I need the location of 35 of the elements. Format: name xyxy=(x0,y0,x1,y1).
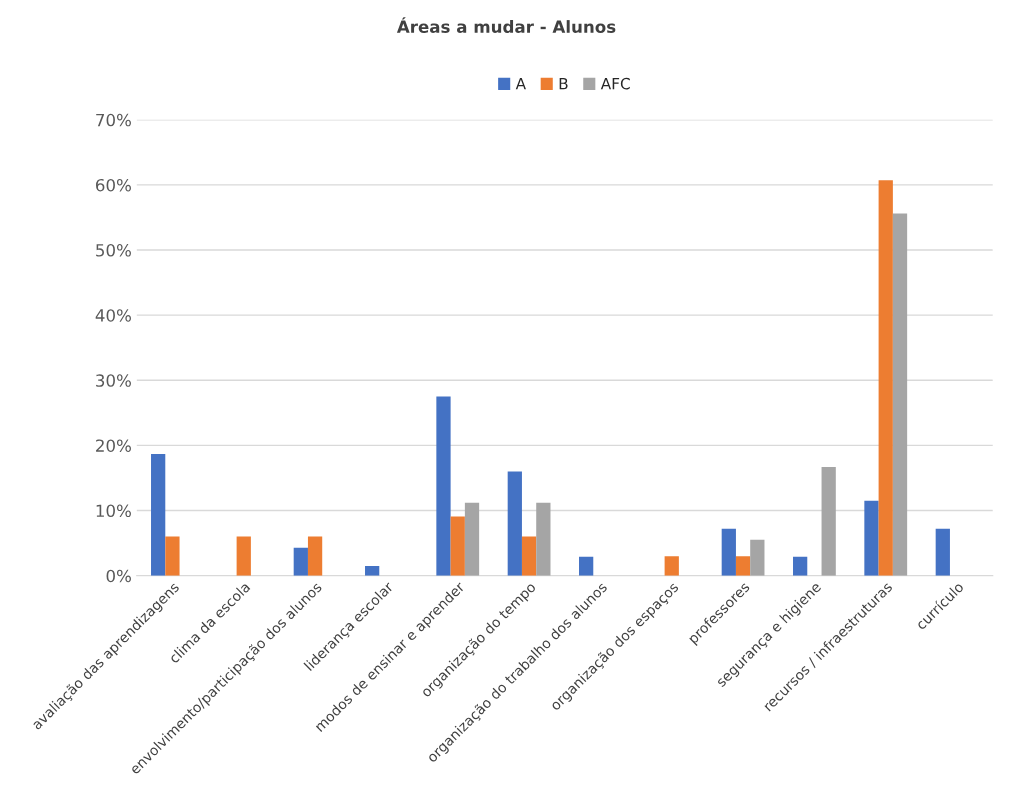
y-tick-label: 0% xyxy=(106,569,131,583)
bar xyxy=(507,471,522,576)
bar xyxy=(935,528,950,576)
y-tick-label: 20% xyxy=(96,439,131,452)
y-tick-label: 30% xyxy=(96,374,131,387)
bar xyxy=(878,180,893,576)
y-tick-label: 60% xyxy=(96,178,131,192)
y-tick-label: 50% xyxy=(96,244,131,257)
bar xyxy=(521,536,537,576)
bar xyxy=(664,556,679,576)
bar xyxy=(436,396,451,576)
legend-label: AFC xyxy=(600,77,630,90)
bar xyxy=(735,556,751,576)
bar xyxy=(892,213,908,576)
bar xyxy=(165,536,180,576)
bar xyxy=(579,556,594,576)
chart-title: Áreas a mudar - Alunos xyxy=(396,17,616,33)
bar xyxy=(365,565,380,576)
bar xyxy=(450,516,465,576)
bar xyxy=(293,547,308,576)
bar xyxy=(236,536,251,576)
y-tick-label: 70% xyxy=(96,113,131,127)
bar xyxy=(536,502,551,576)
y-tick-label: 10% xyxy=(96,504,131,518)
bar xyxy=(750,539,765,576)
bar xyxy=(821,466,836,576)
bar xyxy=(793,556,808,576)
legend-label: B xyxy=(559,78,568,90)
y-tick-label: 40% xyxy=(95,309,131,322)
bar xyxy=(307,536,323,576)
legend-label: A xyxy=(515,78,526,90)
bar xyxy=(721,528,736,576)
bar xyxy=(464,502,480,576)
bar xyxy=(864,500,879,576)
bar xyxy=(151,453,166,576)
